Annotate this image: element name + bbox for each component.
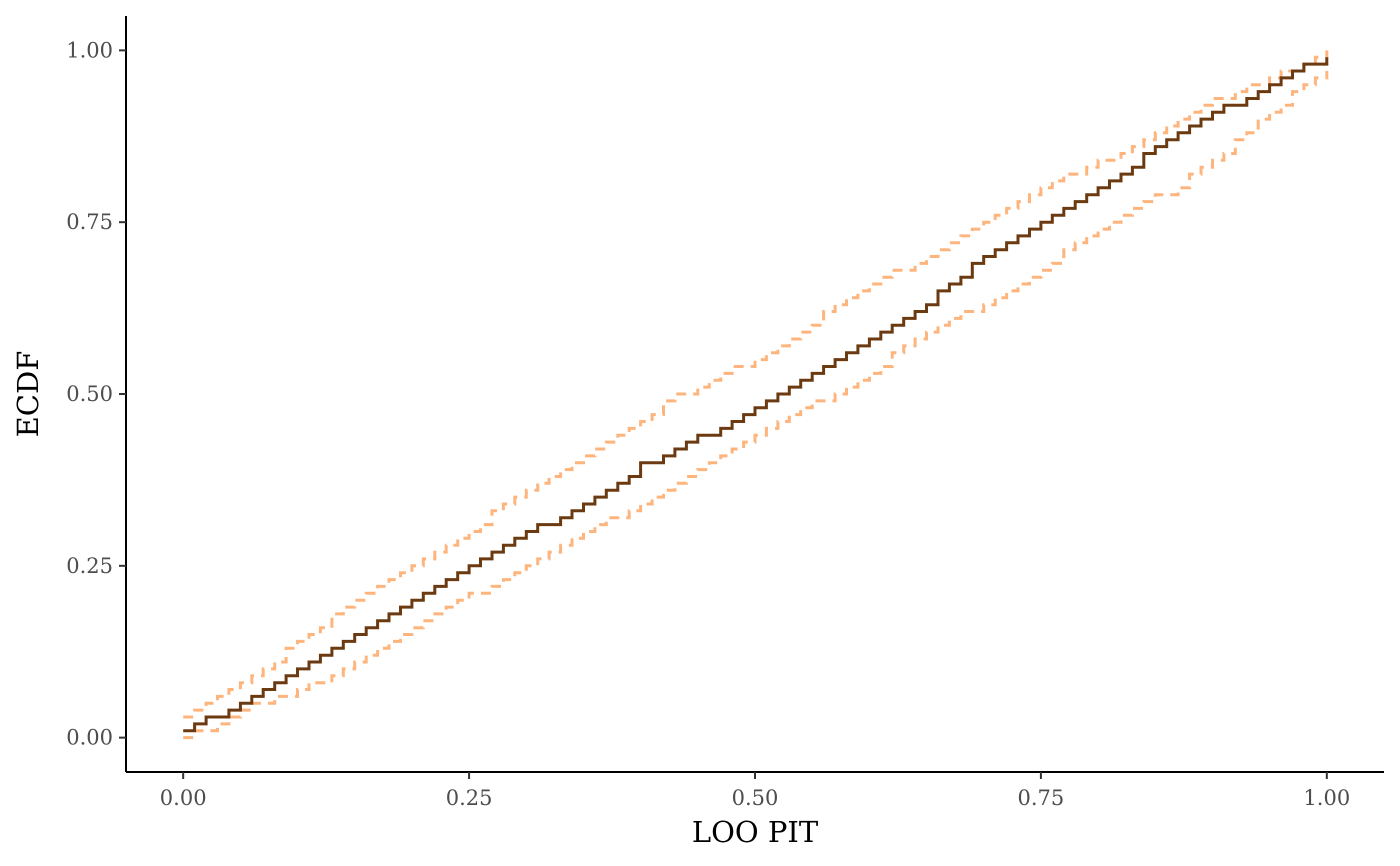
y-axis-ticks: 0.00 0.25 0.50 0.75 1.00 [66, 38, 126, 750]
x-tick-label: 0.50 [732, 786, 779, 810]
y-tick-label: 0.25 [66, 554, 113, 578]
ecdf-line [183, 57, 1329, 733]
series-layer [183, 50, 1329, 740]
y-tick-label: 0.50 [66, 382, 113, 406]
lower-band-line [183, 71, 1329, 740]
y-tick-label: 0.00 [66, 726, 113, 750]
x-axis-ticks: 0.00 0.25 0.50 0.75 1.00 [160, 772, 1350, 810]
x-tick-label: 0.75 [1018, 786, 1065, 810]
y-tick-label: 1.00 [66, 38, 113, 62]
x-tick-label: 0.25 [446, 786, 493, 810]
x-axis-title: LOO PIT [692, 815, 819, 849]
x-tick-label: 1.00 [1303, 786, 1350, 810]
x-tick-label: 0.00 [160, 786, 207, 810]
upper-band-line [183, 50, 1329, 719]
y-tick-label: 0.75 [66, 210, 113, 234]
y-axis-title: ECDF [11, 351, 45, 438]
